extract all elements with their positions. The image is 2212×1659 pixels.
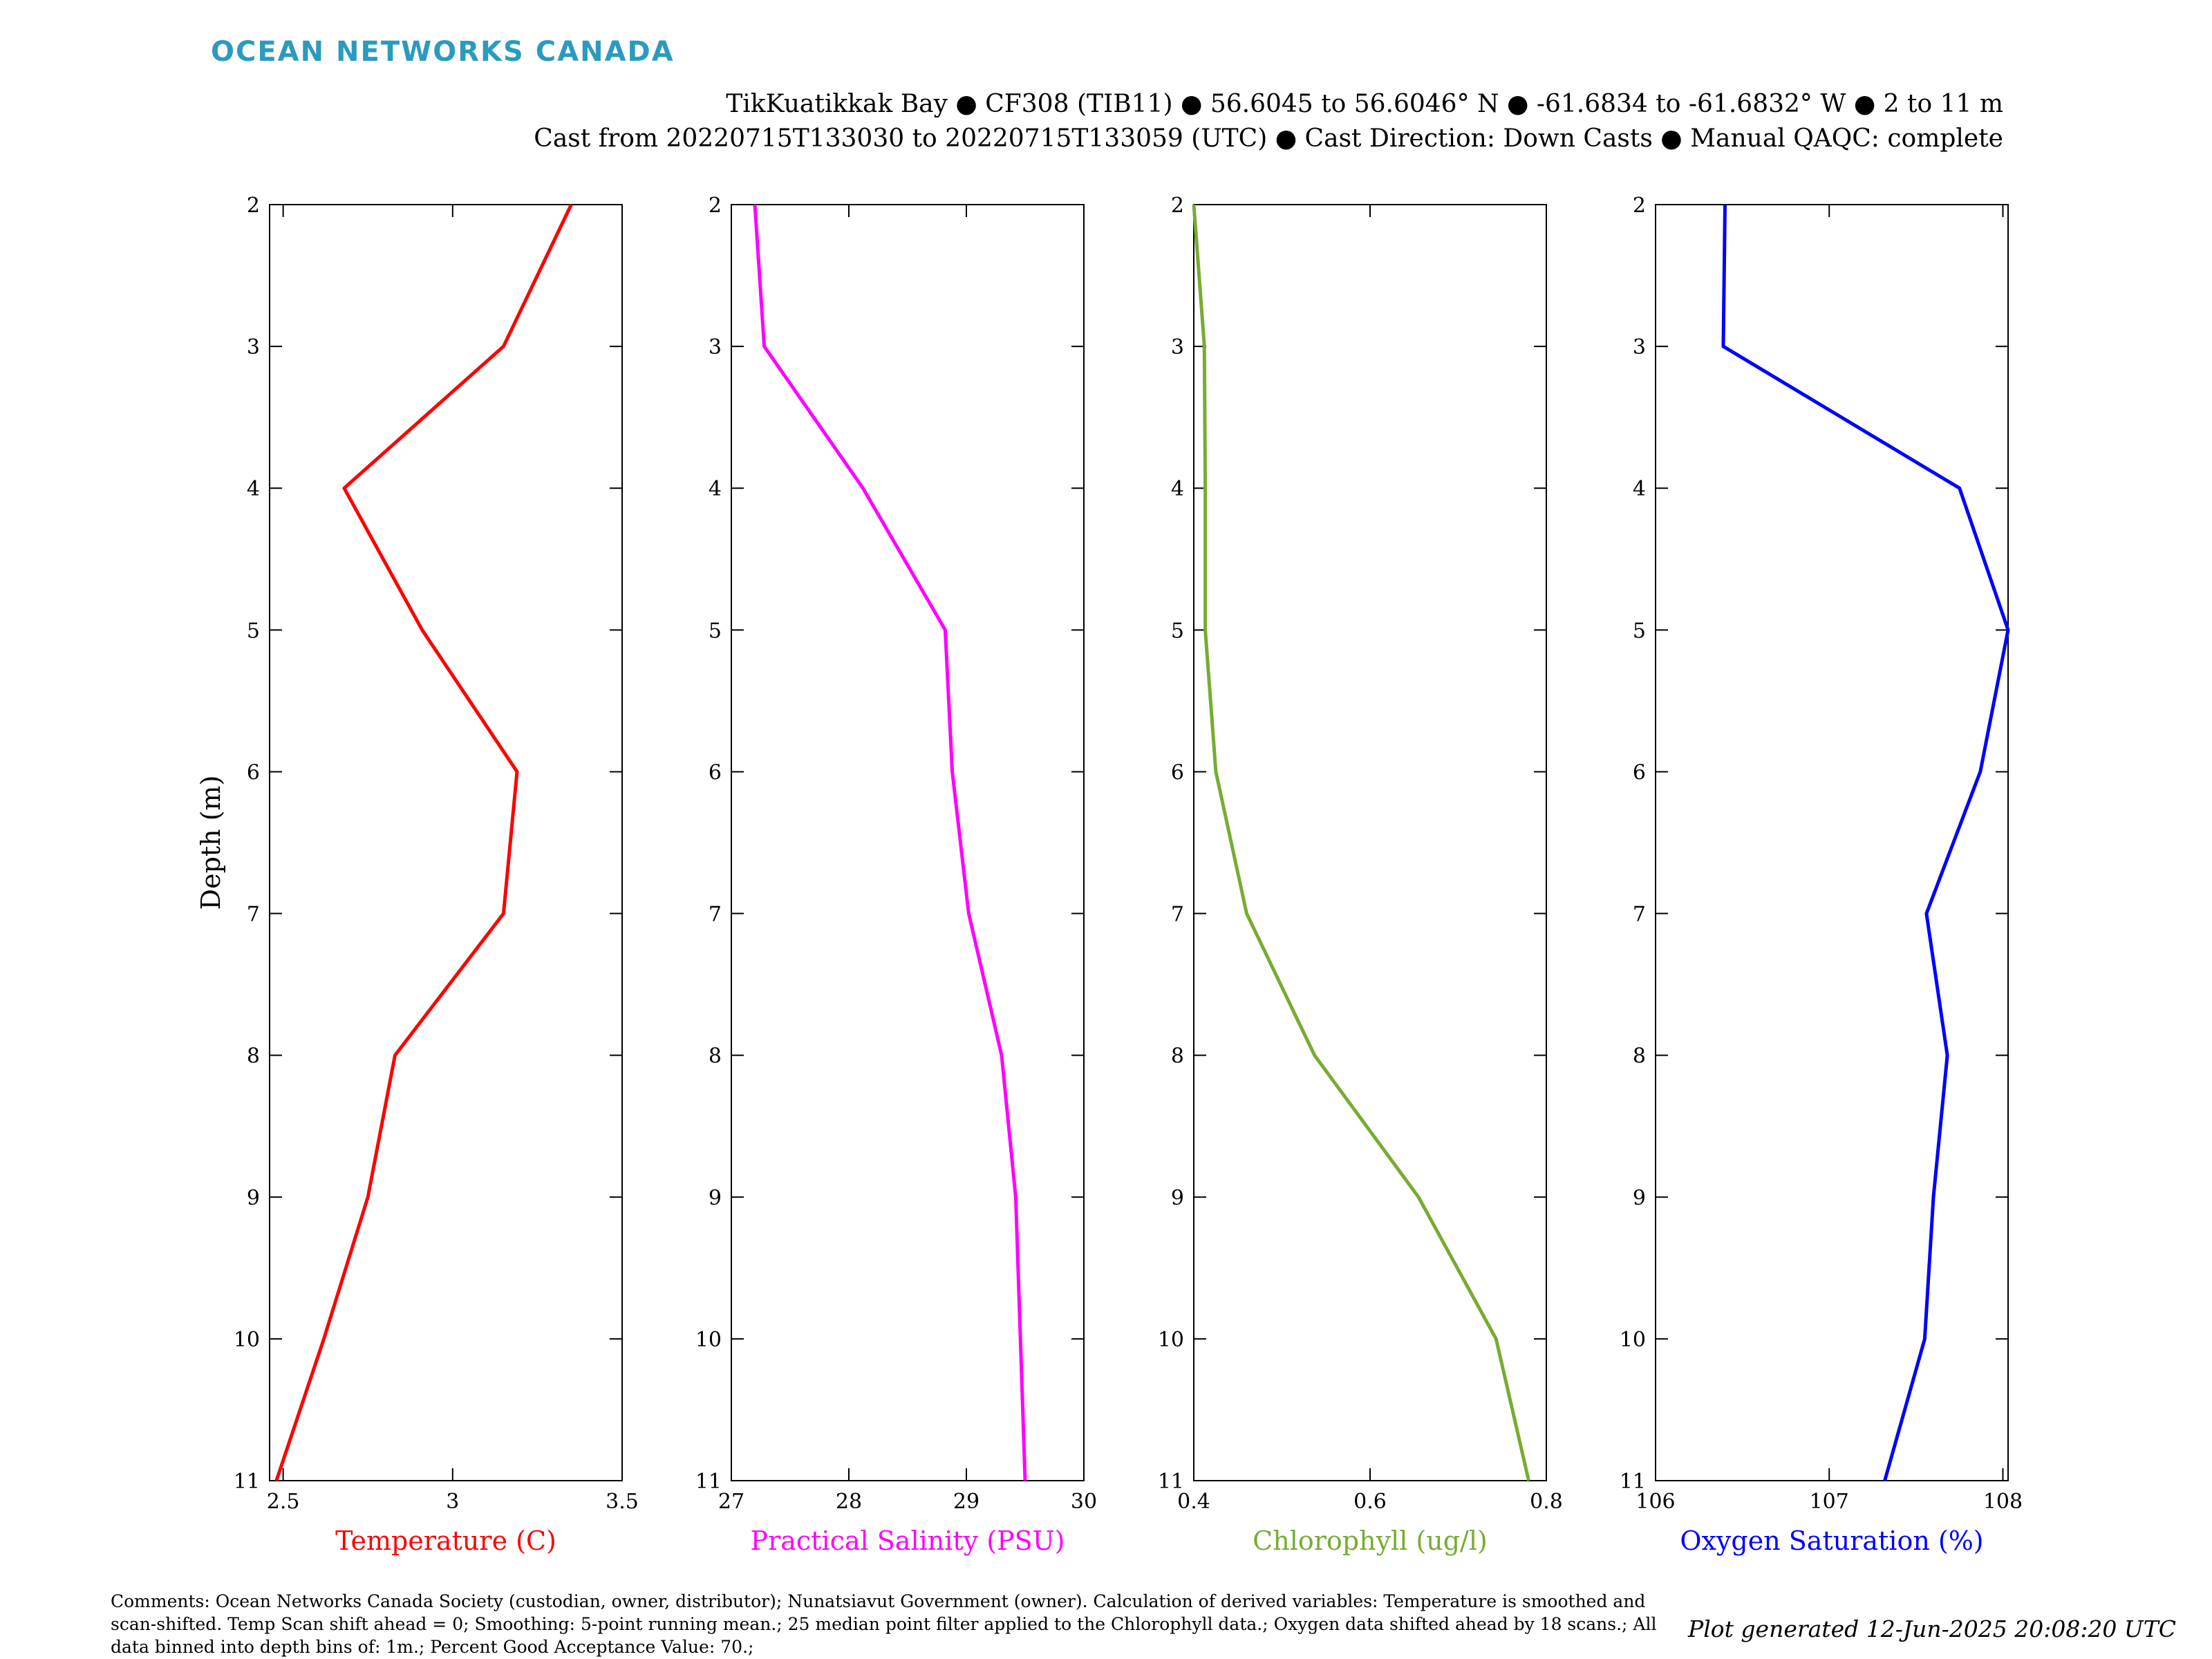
x-tick-label: 3.5	[606, 1490, 639, 1514]
x-tick-label: 27	[718, 1490, 744, 1514]
series-line	[753, 204, 1027, 1481]
x-tick-label: 28	[836, 1490, 862, 1514]
y-tick-label: 8	[1633, 1044, 1646, 1069]
y-tick-label: 7	[709, 903, 722, 927]
y-tick-label: 11	[695, 1470, 722, 1494]
y-tick-label: 10	[234, 1328, 260, 1352]
x-axis-label: Oxygen Saturation (%)	[1680, 1526, 1983, 1556]
plot-title-line-1: TikKuatikkak Bay ● CF308 (TIB11) ● 56.60…	[726, 90, 2003, 118]
axes-frame	[1655, 204, 2009, 1481]
y-tick-label: 9	[1633, 1186, 1646, 1210]
x-tick-label: 108	[1983, 1490, 2023, 1514]
y-tick-label: 6	[247, 760, 260, 785]
y-axis-label: Depth (m)	[196, 776, 226, 910]
x-tick-label: 3	[446, 1490, 459, 1514]
y-tick-label: 7	[1171, 903, 1184, 927]
x-axis-label: Chlorophyll (ug/l)	[1253, 1526, 1488, 1556]
y-tick-label: 4	[1171, 477, 1184, 501]
y-tick-label: 7	[247, 903, 260, 927]
y-tick-label: 5	[1633, 619, 1646, 643]
y-tick-label: 9	[1171, 1186, 1184, 1210]
y-tick-label: 3	[247, 335, 260, 359]
series-line	[1192, 204, 1530, 1481]
y-tick-label: 5	[247, 619, 260, 643]
plot-generated-timestamp: Plot generated 12-Jun-2025 20:08:20 UTC	[1688, 1615, 2176, 1642]
y-tick-label: 10	[1158, 1328, 1184, 1352]
y-tick-label: 6	[709, 760, 722, 785]
y-tick-label: 4	[247, 477, 260, 501]
x-tick-label: 0.6	[1353, 1490, 1387, 1514]
y-tick-label: 11	[1158, 1470, 1184, 1494]
y-tick-label: 11	[1620, 1470, 1646, 1494]
x-tick-label: 29	[953, 1490, 980, 1514]
series-line	[274, 203, 573, 1481]
y-tick-label: 11	[234, 1470, 260, 1494]
y-tick-label: 4	[709, 477, 722, 501]
x-tick-label: 0.4	[1177, 1490, 1210, 1514]
y-tick-label: 2	[247, 194, 260, 218]
x-axis-label: Temperature (C)	[335, 1526, 556, 1556]
y-tick-label: 6	[1633, 760, 1646, 785]
x-tick-label: 2.5	[267, 1490, 300, 1514]
y-tick-label: 9	[709, 1186, 722, 1210]
y-tick-label: 8	[247, 1044, 260, 1069]
series-line	[1721, 204, 2010, 1481]
y-tick-label: 6	[1171, 760, 1184, 785]
x-tick-label: 106	[1635, 1490, 1675, 1514]
x-tick-label: 107	[1810, 1490, 1849, 1514]
x-tick-label: 30	[1071, 1490, 1097, 1514]
plot-comments: Comments: Ocean Networks Canada Society …	[111, 1591, 1657, 1657]
y-tick-label: 2	[1633, 194, 1646, 218]
y-tick-label: 3	[709, 335, 722, 359]
y-tick-label: 7	[1633, 903, 1646, 927]
y-tick-label: 4	[1633, 477, 1646, 501]
y-tick-label: 10	[695, 1328, 722, 1352]
y-tick-label: 2	[1171, 194, 1184, 218]
y-tick-label: 5	[1171, 619, 1184, 643]
y-tick-label: 3	[1633, 335, 1646, 359]
y-tick-label: 8	[1171, 1044, 1184, 1069]
brand-logo-text: OCEAN NETWORKS CANADA	[211, 36, 675, 68]
x-axis-label: Practical Salinity (PSU)	[751, 1526, 1065, 1556]
plot-title-line-2: Cast from 20220715T133030 to 20220715T13…	[534, 124, 2003, 153]
x-tick-label: 0.8	[1530, 1490, 1563, 1514]
axes-frame	[1193, 204, 1547, 1481]
y-tick-label: 2	[709, 194, 722, 218]
axes-frame	[269, 204, 623, 1481]
y-tick-label: 5	[709, 619, 722, 643]
y-tick-label: 8	[709, 1044, 722, 1069]
axes-frame	[731, 204, 1085, 1481]
y-tick-label: 9	[247, 1186, 260, 1210]
y-tick-label: 10	[1620, 1328, 1646, 1352]
y-tick-label: 3	[1171, 335, 1184, 359]
